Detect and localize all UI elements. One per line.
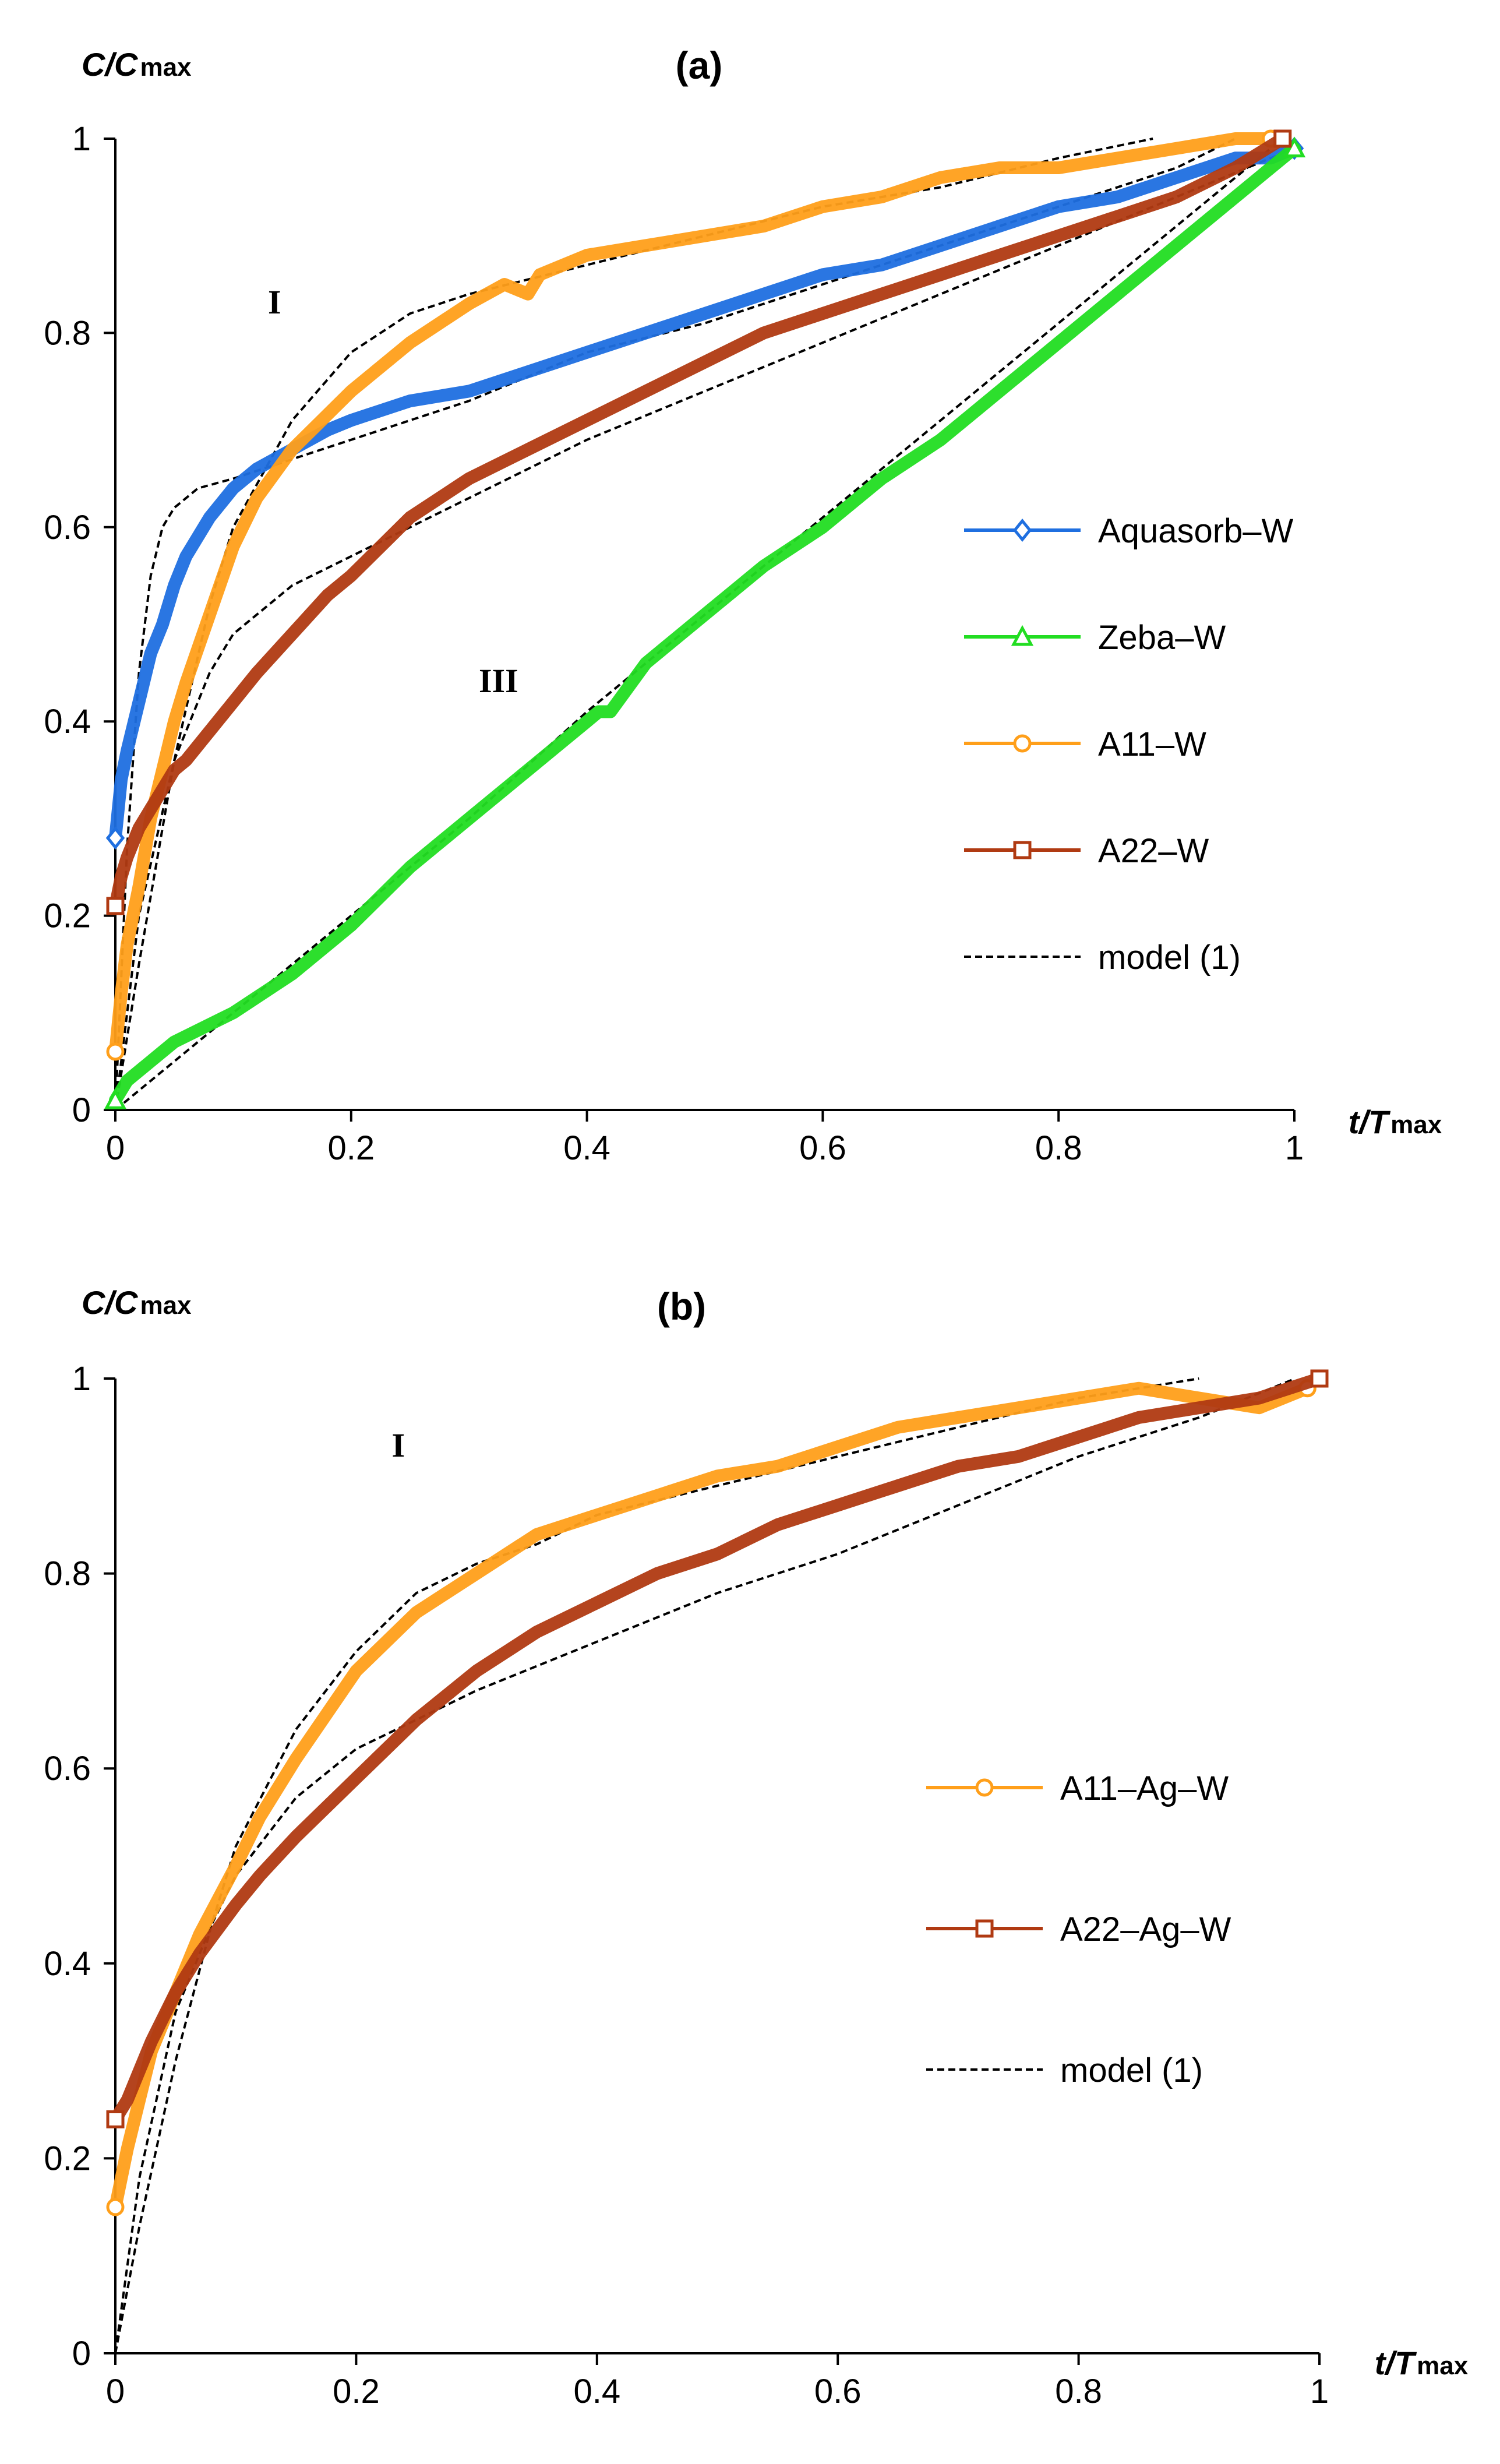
series-line-a11-w-a bbox=[109, 132, 1277, 1058]
legend-label-a11-ag-w-b: A11–Ag–W bbox=[1060, 1769, 1229, 1807]
series-line-zeba-w-a bbox=[109, 142, 1301, 1107]
legend-label-model-1-b: model (1) bbox=[1060, 2051, 1203, 2089]
x-axis-title-main-b: t/T bbox=[1375, 2345, 1417, 2381]
y-tick-label-a: 0.4 bbox=[44, 703, 91, 741]
x-tick-label-a: 0.2 bbox=[327, 1129, 375, 1167]
data-point-start-aquasorb-w-a bbox=[105, 826, 125, 850]
series-a11-w-a bbox=[106, 129, 1280, 1061]
x-tick-label-a: 1 bbox=[1285, 1129, 1304, 1167]
y-axis-title-main-b: C/C bbox=[82, 1284, 139, 1321]
y-axis-title-b: C/Cmax bbox=[82, 1284, 192, 1321]
data-point-start-a22-w-a bbox=[106, 897, 125, 915]
legend-label-a11-w-a: A11–W bbox=[1098, 725, 1206, 763]
y-tick-label-b: 0.8 bbox=[44, 1555, 91, 1593]
x-axis-title-sub-a: max bbox=[1390, 1111, 1442, 1139]
x-axis-title-b: t/Tmax bbox=[1375, 2345, 1469, 2381]
y-tick-label-b: 1 bbox=[72, 1360, 91, 1398]
legend-label-zeba-w-a: Zeba–W bbox=[1098, 619, 1226, 657]
y-axis-title-a: C/Cmax bbox=[82, 46, 192, 83]
legend-marker-aquasorb-w-a bbox=[1012, 519, 1032, 542]
series-zeba-w-a bbox=[104, 136, 1306, 1109]
data-point-start-zeba-w-a bbox=[104, 1088, 127, 1109]
series-line-a22-ag-w-b bbox=[109, 1372, 1326, 2126]
legend-label-a22-w-a: A22–W bbox=[1098, 832, 1209, 870]
data-point-end-a22-ag-w-b bbox=[1310, 1369, 1329, 1388]
legend-marker-a22-w-a bbox=[1013, 841, 1032, 859]
panel-label-a: (a) bbox=[676, 44, 723, 87]
y-tick-label-a: 0.2 bbox=[44, 897, 91, 935]
legend-b: A11–Ag–W A22–Ag–W model (1) bbox=[926, 1769, 1231, 2089]
legend-marker-a11-ag-w-b bbox=[975, 1778, 994, 1797]
legend-marker-a22-ag-w-b bbox=[975, 1919, 994, 1938]
legend-marker-a11-w-a bbox=[1013, 734, 1032, 753]
legend-label-a22-ag-w-b: A22–Ag–W bbox=[1060, 1910, 1231, 1948]
x-tick-label-a: 0 bbox=[106, 1129, 125, 1167]
x-tick-label-b: 0.4 bbox=[573, 2373, 620, 2410]
y-axis-title-main-a: C/C bbox=[82, 46, 139, 83]
y-axis-title-sub-b: max bbox=[140, 1291, 192, 1320]
y-tick-label-a: 1 bbox=[72, 120, 91, 158]
y-tick-label-b: 0 bbox=[72, 2335, 91, 2373]
x-tick-label-b: 1 bbox=[1310, 2373, 1329, 2410]
x-tick-label-b: 0.6 bbox=[814, 2373, 862, 2410]
series-line-a22-w-a bbox=[109, 132, 1289, 912]
series-a22-ag-w-b bbox=[106, 1369, 1329, 2128]
y-tick-label-b: 0.2 bbox=[44, 2139, 91, 2177]
x-axis-title-sub-b: max bbox=[1417, 2352, 1469, 2380]
y-tick-label-b: 0.4 bbox=[44, 1945, 91, 1983]
model-line-a11-ag-w-b bbox=[114, 1377, 1199, 2354]
data-point-start-a22-ag-w-b bbox=[106, 2110, 125, 2128]
model-line-aquasorb-w-a bbox=[114, 138, 1236, 1111]
annotation-i-b: I bbox=[391, 1426, 405, 1464]
series-line-aquasorb-w-a bbox=[109, 142, 1301, 845]
legend-marker-zeba-w-a bbox=[1011, 625, 1034, 646]
data-point-start-a11-w-a bbox=[106, 1042, 125, 1061]
x-tick-label-a: 0.6 bbox=[799, 1129, 846, 1167]
data-point-end-a22-w-a bbox=[1273, 129, 1292, 148]
legend-label-model-1-a: model (1) bbox=[1098, 939, 1241, 977]
model-line-a22-w-a bbox=[114, 147, 1295, 1111]
series-a22-w-a bbox=[106, 129, 1292, 915]
annotation-i-a: I bbox=[268, 283, 281, 321]
y-tick-label-a: 0.6 bbox=[44, 509, 91, 547]
y-tick-label-b: 0.6 bbox=[44, 1750, 91, 1788]
data-point-start-a11-ag-w-b bbox=[106, 2198, 125, 2216]
x-tick-label-b: 0.8 bbox=[1055, 2373, 1102, 2410]
panel-label-b: (b) bbox=[657, 1285, 706, 1328]
x-tick-label-a: 0.4 bbox=[563, 1129, 610, 1167]
legend-a: Aquasorb–W Zeba–W A11–W A22–W model (1) bbox=[964, 512, 1294, 977]
annotation-iii-a: III bbox=[479, 662, 518, 700]
x-axis-title-main-a: t/T bbox=[1349, 1104, 1391, 1140]
x-tick-label-b: 0.2 bbox=[333, 2373, 380, 2410]
model-line-a22-ag-w-b bbox=[114, 1377, 1296, 2354]
y-tick-label-a: 0 bbox=[72, 1091, 91, 1129]
x-tick-label-a: 0.8 bbox=[1035, 1129, 1082, 1167]
y-axis-title-sub-a: max bbox=[140, 53, 192, 82]
legend-label-aquasorb-w-a: Aquasorb–W bbox=[1098, 512, 1294, 550]
x-tick-label-b: 0 bbox=[106, 2373, 125, 2410]
data-point-end-zeba-w-a bbox=[1283, 136, 1306, 158]
y-tick-label-a: 0.8 bbox=[44, 314, 91, 352]
x-axis-title-a: t/Tmax bbox=[1349, 1104, 1442, 1140]
